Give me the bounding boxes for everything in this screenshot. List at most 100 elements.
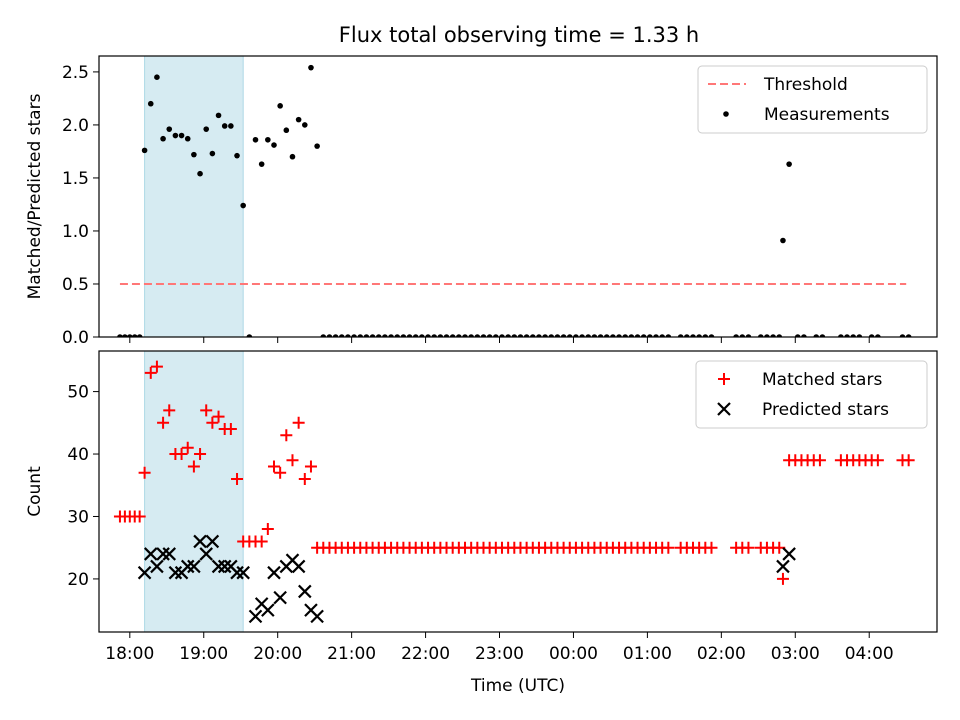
matched-star-marker: [298, 473, 311, 486]
predicted-star-marker: [211, 559, 226, 574]
measurement-point: [905, 334, 912, 337]
measurement-point: [431, 334, 437, 337]
matched-star-marker: [705, 541, 718, 554]
x-axis-label: Time (UTC): [470, 676, 565, 696]
matched-star-marker: [286, 454, 299, 467]
measurement-point: [166, 126, 173, 132]
measurement-point: [314, 143, 320, 149]
measurement-point: [117, 334, 123, 337]
measurement-point: [659, 334, 665, 337]
measurement-point: [184, 135, 191, 142]
x-tick-label: 22:00: [401, 644, 450, 664]
measurement-point: [838, 334, 844, 337]
matched-star-marker: [163, 404, 176, 417]
matched-star-marker: [187, 460, 200, 473]
measurement-point: [702, 334, 709, 337]
measurement-point: [634, 334, 641, 337]
y-tick-label: 0.0: [62, 328, 89, 348]
measurement-point: [338, 334, 345, 337]
predicted-star-marker: [273, 590, 287, 605]
matched-star-marker: [231, 473, 244, 486]
matched-star-marker: [304, 460, 317, 473]
legend-label: Threshold: [763, 75, 848, 95]
matched-star-marker: [200, 404, 213, 417]
y-tick-label: 2.5: [62, 63, 89, 83]
matched-star-marker: [662, 541, 675, 554]
measurement-point: [708, 334, 715, 337]
measurement-point: [819, 334, 826, 337]
legend-box: [697, 65, 928, 134]
predicted-star-marker: [310, 609, 324, 624]
measurement-point: [739, 334, 746, 337]
predicted-star-marker: [143, 547, 158, 561]
y-tick-label: 2.0: [62, 116, 89, 136]
predicted-star-marker: [261, 603, 275, 617]
measurement-point: [794, 334, 801, 337]
measurement-point: [234, 152, 240, 159]
measurement-point: [154, 74, 160, 81]
matched-star-marker: [181, 441, 194, 454]
matched-star-marker: [138, 466, 151, 479]
measurement-point: [579, 334, 585, 337]
legend-box: [695, 360, 928, 429]
measurement-point: [172, 132, 179, 139]
measurement-point: [419, 334, 425, 337]
y-axis-label: Matched/Predicted stars: [25, 93, 45, 299]
measurement-point: [456, 334, 462, 337]
predicted-star-marker: [162, 547, 177, 561]
matched-star-marker: [742, 541, 755, 554]
matched-star-marker: [261, 522, 274, 535]
matched-star-marker: [280, 429, 293, 442]
measurement-point: [603, 334, 610, 337]
measurement-point: [677, 334, 684, 337]
measurement-point: [647, 334, 653, 337]
measurement-point: [597, 334, 604, 337]
measurement-point: [591, 334, 598, 337]
matched-star-marker: [206, 416, 219, 429]
shaded-interval: [144, 56, 244, 337]
data-layer: [113, 351, 915, 632]
measurement-point: [523, 334, 530, 337]
measurement-point: [265, 136, 271, 143]
bottom-panel: 20 30 40 50 18:00 19:00 20:00 21:00 22:00 23:00 00…: [25, 350, 938, 696]
matched-star-marker: [813, 454, 826, 467]
legend-measurement-swatch: [723, 111, 729, 117]
predicted-star-marker: [137, 565, 152, 580]
y-tick-label: 0.5: [62, 275, 89, 295]
measurement-point: [665, 334, 672, 337]
matched-star-marker: [175, 448, 188, 461]
measurement-point: [345, 334, 351, 337]
legend-matched-swatch: [718, 373, 730, 385]
matched-star-marker: [150, 360, 163, 373]
predicted-star-marker: [150, 559, 164, 574]
measurement-point: [127, 334, 133, 337]
measurement-point: [302, 122, 308, 128]
measurement-point: [136, 334, 143, 337]
measurement-point: [240, 202, 246, 209]
predicted-star-marker: [199, 547, 213, 561]
measurement-point: [320, 334, 327, 337]
measurement-point: [850, 334, 856, 337]
measurement-point: [437, 334, 444, 337]
y-axis-label: Count: [25, 466, 45, 517]
measurement-point: [511, 334, 518, 337]
matched-star-marker: [194, 448, 207, 461]
predicted-star-marker: [168, 565, 183, 580]
measurement-point: [536, 334, 542, 337]
measurement-point: [486, 334, 493, 337]
y-tick-label: 50: [67, 383, 89, 403]
measurement-point: [412, 334, 419, 337]
measurement-point: [203, 126, 210, 132]
matched-star-marker: [224, 423, 237, 436]
measurement-point: [585, 334, 592, 337]
measurement-point: [308, 64, 314, 71]
measurement-point: [780, 237, 786, 244]
predicted-star-marker: [267, 565, 281, 580]
measurement-point: [856, 334, 863, 337]
measurement-point: [480, 334, 487, 337]
measurement-point: [573, 334, 579, 337]
measurement-point: [542, 334, 548, 337]
measurement-point: [449, 334, 456, 337]
measurement-point: [351, 334, 357, 337]
x-tick-label: 21:00: [327, 644, 376, 664]
